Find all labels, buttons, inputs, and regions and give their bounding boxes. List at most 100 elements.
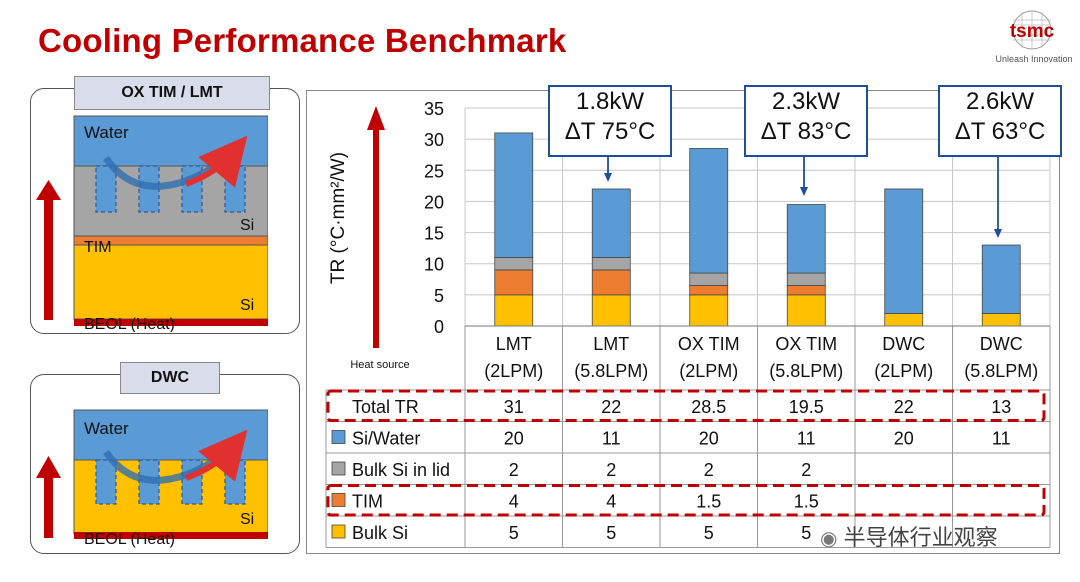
tagline: Unleash Innovation bbox=[995, 54, 1073, 64]
bar-segment bbox=[591, 257, 631, 271]
bar-segment bbox=[689, 148, 729, 274]
table-row-label: Bulk Si in lid bbox=[352, 460, 450, 480]
table-cell: 20 bbox=[699, 428, 719, 448]
axis-layer: 0 5 10 15 20 25 30 35 TR (°C·mm²/W) Heat source LM… bbox=[328, 99, 1038, 381]
watermark-text: 半导体行业观察 bbox=[843, 525, 998, 550]
bar-segment bbox=[786, 272, 826, 286]
x-category-label: LMT bbox=[593, 334, 629, 354]
table-cell: 4 bbox=[509, 491, 519, 511]
water-label-dwc: Water bbox=[84, 419, 129, 438]
table-cell: 13 bbox=[991, 397, 1011, 417]
table-cell: 11 bbox=[797, 428, 816, 448]
bar-segment bbox=[981, 244, 1021, 314]
table-row-label: TIM bbox=[352, 491, 383, 511]
bar-segment bbox=[884, 188, 924, 314]
legend-swatch bbox=[331, 493, 346, 507]
ox-tim-diagram: Water Si TIM Si BEOL (Heat) bbox=[36, 115, 268, 332]
table-cell: 20 bbox=[504, 428, 524, 448]
bar-segment bbox=[689, 294, 729, 327]
y-tick-label: 35 bbox=[424, 99, 444, 119]
watermark: ◉ 半导体行业观察 bbox=[820, 520, 998, 552]
callout-arrow-head bbox=[994, 229, 1002, 238]
y-tick-label: 25 bbox=[424, 161, 444, 181]
tsmc-logo: tsmc bbox=[1010, 10, 1055, 50]
flow-arrow bbox=[103, 135, 248, 190]
table-cell: 22 bbox=[894, 397, 914, 417]
chart-panel bbox=[306, 90, 1060, 554]
table-cell: 5 bbox=[801, 523, 811, 543]
x-category-sublabel: (5.8LPM) bbox=[769, 361, 843, 381]
table-cell: 11 bbox=[992, 428, 1011, 448]
callout-delta-t: ΔT 83°C bbox=[760, 118, 852, 145]
table-cell: 5 bbox=[509, 523, 519, 543]
bar-segment bbox=[786, 285, 826, 296]
bar-segment bbox=[786, 294, 826, 327]
x-category-label: DWC bbox=[980, 334, 1023, 354]
callout-arrow-head bbox=[604, 173, 612, 182]
table-row-label: Bulk Si bbox=[352, 523, 408, 543]
bar-segment bbox=[591, 269, 631, 296]
water-label: Water bbox=[84, 123, 129, 142]
slide-title: Cooling Performance Benchmark bbox=[38, 22, 567, 59]
bar-segment bbox=[494, 132, 534, 258]
y-axis-label: TR (°C·mm²/W) bbox=[328, 152, 349, 284]
table-cell: 2 bbox=[801, 460, 811, 480]
table-cell: 2 bbox=[704, 460, 714, 480]
si-bottom-label: Si bbox=[240, 297, 254, 314]
y-tick-label: 0 bbox=[434, 317, 444, 337]
tim-label: TIM bbox=[84, 239, 112, 256]
bar-segment bbox=[689, 285, 729, 296]
callout-delta-t: ΔT 75°C bbox=[564, 118, 656, 145]
legend-swatch bbox=[331, 461, 346, 476]
callout-power: 2.6kW bbox=[965, 88, 1034, 115]
dwc-diagram: Water Si BEOL (Heat) bbox=[36, 409, 268, 548]
table-cell: 22 bbox=[601, 397, 621, 417]
beol-label-dwc: BEOL (Heat) bbox=[84, 531, 175, 548]
heat-up-arrow-dwc bbox=[36, 456, 61, 538]
y-tick-label: 5 bbox=[434, 286, 444, 306]
beol-layer-dwc bbox=[74, 532, 268, 539]
logo-text: tsmc bbox=[1010, 21, 1055, 42]
wechat-icon: ◉ bbox=[820, 528, 838, 550]
callout-lmt: 1.8kW ΔT 75°C bbox=[548, 85, 672, 157]
bar-segment bbox=[494, 294, 534, 327]
highlight-box bbox=[326, 484, 1046, 517]
table-cell: 1.5 bbox=[696, 491, 721, 511]
table-row-label: Total TR bbox=[352, 397, 419, 417]
ox-tim-diagram-label: OX TIM / LMT bbox=[74, 76, 270, 110]
highlight-box bbox=[326, 389, 1046, 422]
table-cell: 2 bbox=[606, 460, 616, 480]
table-cell: 20 bbox=[894, 428, 914, 448]
bar-segment bbox=[981, 313, 1021, 327]
callout-delta-t: ΔT 63°C bbox=[954, 118, 1046, 145]
bar-segment bbox=[494, 269, 534, 296]
bar-layer bbox=[494, 132, 1021, 327]
table-cell: 28.5 bbox=[691, 397, 726, 417]
x-category-label: OX TIM bbox=[678, 334, 740, 354]
x-category-label: LMT bbox=[496, 334, 532, 354]
callout-power: 2.3kW bbox=[771, 88, 840, 115]
bar-segment bbox=[689, 272, 729, 286]
beol-layer bbox=[74, 319, 268, 326]
y-tick-label: 15 bbox=[424, 224, 444, 244]
bar-segment bbox=[591, 294, 631, 327]
si-top-label: Si bbox=[240, 217, 254, 234]
si-layer-bottom bbox=[73, 244, 268, 320]
table-cell: 4 bbox=[606, 491, 616, 511]
table-row-label: Si/Water bbox=[352, 428, 420, 448]
callout-dwc: 2.6kW ΔT 63°C bbox=[938, 85, 1062, 157]
x-category-sublabel: (2LPM) bbox=[874, 361, 933, 381]
x-category-sublabel: (2LPM) bbox=[679, 361, 738, 381]
bar-segment bbox=[884, 313, 924, 327]
table-cell: 1.5 bbox=[794, 491, 819, 511]
heat-source-arrow-shaft bbox=[373, 128, 379, 348]
x-category-sublabel: (5.8LPM) bbox=[964, 361, 1038, 381]
table-cell: 31 bbox=[504, 397, 524, 417]
callout-power: 1.8kW bbox=[575, 88, 644, 115]
y-tick-label: 30 bbox=[424, 130, 444, 150]
dwc-diagram-label: DWC bbox=[120, 362, 220, 394]
heat-up-arrow bbox=[36, 180, 61, 320]
table-cell: 2 bbox=[509, 460, 519, 480]
